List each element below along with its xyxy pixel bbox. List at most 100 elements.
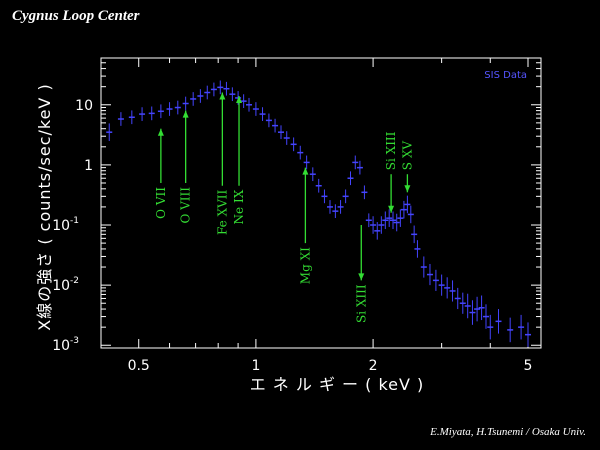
annotation-label: Si XIII (354, 284, 368, 323)
data-point (283, 131, 290, 145)
data-point (482, 304, 489, 329)
x-tick-label: 2 (369, 358, 378, 374)
arrow-head (157, 128, 164, 136)
data-point (315, 178, 322, 193)
data-point (157, 104, 164, 119)
data-point (277, 125, 284, 140)
annotation: Si XIII (384, 131, 398, 213)
arrow-head (219, 92, 226, 100)
data-point (495, 309, 502, 334)
data-point (117, 112, 124, 126)
y-tick-label: 10 (75, 98, 93, 114)
y-tick-label: 10-2 (52, 276, 79, 294)
y-axis-label: X線の強さ ( counts/sec/keV ) (35, 83, 54, 330)
annotation: Fe XVII (215, 92, 229, 235)
y-tick-label: 10-3 (52, 336, 79, 354)
data-point (414, 240, 421, 258)
data-point (290, 137, 297, 152)
data-point (148, 106, 155, 121)
annotation: O VIII (179, 110, 193, 224)
data-point (444, 277, 451, 299)
x-tick-label: 5 (524, 358, 533, 374)
data-point (174, 100, 181, 115)
data-point (411, 225, 418, 244)
arrow-head (302, 167, 309, 175)
data-point (217, 80, 224, 95)
data-point (487, 314, 494, 340)
data-point (352, 155, 359, 170)
y-tick-label: 1 (84, 158, 93, 174)
data-point (166, 102, 173, 116)
arrow-head (404, 185, 411, 193)
annotation: O VII (154, 128, 168, 219)
plot-frame (100, 57, 542, 349)
annotation-label: Ne IX (232, 189, 246, 224)
annotation-label: Si XIII (384, 131, 398, 170)
annotation: Ne IX (232, 95, 246, 224)
data-point (420, 256, 427, 278)
data-point (272, 118, 279, 133)
y-tick-label: 10-1 (52, 216, 79, 234)
data-point (400, 200, 407, 219)
data-point (265, 113, 272, 128)
data-point (210, 82, 217, 97)
legend-entry: SIS Data (484, 70, 527, 81)
data-point (459, 292, 466, 314)
data-point (386, 209, 393, 227)
data-point (426, 263, 433, 286)
annotation-label: S XV (400, 141, 414, 171)
data-point (389, 211, 396, 230)
data-point (347, 171, 354, 186)
annotation: Mg XI (298, 167, 312, 284)
data-point (204, 85, 211, 100)
data-point (190, 92, 197, 106)
data-point (197, 89, 204, 103)
data-point (378, 216, 385, 234)
annotation: S XV (400, 141, 414, 193)
page-title: Cygnus Loop Center (12, 8, 140, 24)
data-point (128, 110, 135, 125)
data-point (303, 155, 310, 170)
data-point (524, 322, 531, 347)
data-point (252, 102, 259, 116)
data-point (464, 293, 471, 319)
data-point (246, 97, 253, 112)
arrow-head (182, 110, 189, 118)
annotation-label: Fe XVII (215, 189, 229, 235)
data-point (259, 107, 266, 121)
data-point (342, 189, 349, 204)
data-point (229, 87, 236, 102)
data-point (518, 314, 525, 340)
annotation: Si XIII (354, 225, 368, 323)
data-point (449, 280, 456, 302)
data-point (223, 81, 230, 96)
annotation-label: O VIII (179, 187, 193, 224)
credit-text: E.Miyata, H.Tsunemi / Osaka Univ. (430, 426, 586, 438)
arrow-head (358, 273, 365, 281)
data-point (432, 269, 439, 291)
data-point (374, 222, 381, 240)
data-point (337, 200, 344, 214)
annotation-label: O VII (154, 187, 168, 219)
annotation-label: Mg XI (298, 247, 312, 284)
data-point (404, 195, 411, 214)
data-point (309, 167, 316, 182)
data-point (397, 209, 404, 227)
arrow-head (236, 95, 243, 103)
x-axis-label: エ ネ ル ギ ー ( keV ) (250, 375, 425, 394)
data-point (393, 213, 400, 232)
data-point (240, 94, 247, 108)
data-point (321, 189, 328, 204)
data-point (382, 211, 389, 230)
data-point (474, 296, 481, 322)
data-point (182, 96, 189, 111)
data-point (469, 300, 476, 325)
data-point (139, 107, 146, 121)
data-point (407, 205, 414, 224)
x-tick-label: 1 (251, 358, 260, 374)
data-point (361, 185, 368, 200)
data-point (454, 287, 461, 310)
data-point (297, 145, 304, 160)
data-point (438, 274, 445, 296)
